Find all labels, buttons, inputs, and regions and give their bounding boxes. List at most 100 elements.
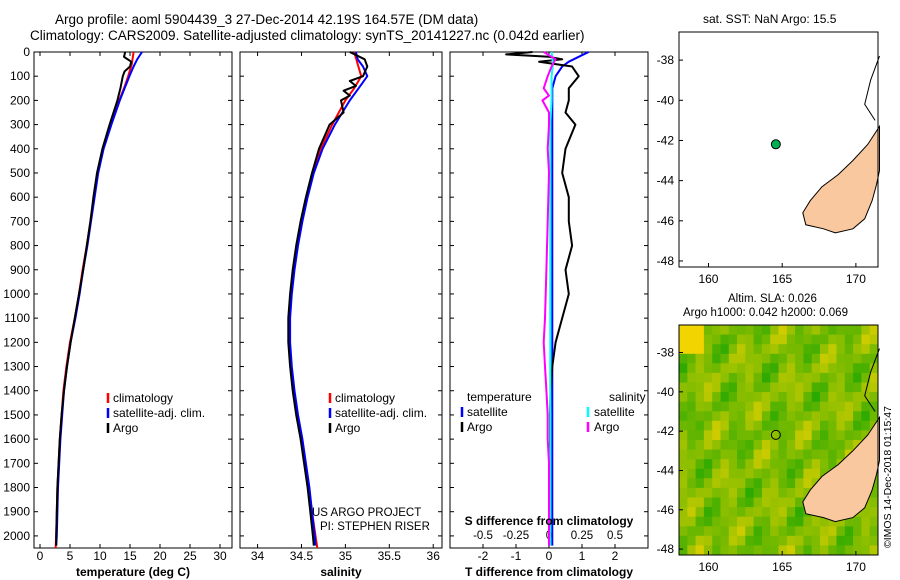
depth-tick-label: 700 [10,214,30,228]
sla-cell [761,401,771,412]
x-tick-label: 30 [213,549,227,563]
sla-cell [770,363,780,374]
s-tick-label: -0.25 [503,530,529,542]
legend-title-salinity: salinity [609,390,646,404]
sla-cell [687,401,697,412]
sla-cell [687,334,697,345]
sla-cell [695,459,705,470]
depth-tick-label: 2000 [3,529,30,543]
sla-cell [737,411,746,422]
sla-cell [786,526,796,537]
sla-cell [703,325,713,336]
sla-cell [679,411,688,422]
sla-cell [820,535,829,546]
sla-cell [853,334,862,345]
sla-cell [695,325,705,336]
sla-cell [778,325,788,336]
sla-cell [828,363,838,374]
sla-cell [861,372,871,384]
sla-cell [737,526,746,537]
s-tick-label: 0.5 [607,530,623,542]
sla-cell [737,363,746,374]
sla-cell [811,392,821,403]
x-tick-label: 1 [579,549,586,563]
sla-cell [820,526,829,537]
sla-cell [687,372,697,384]
sla-cell [728,344,738,355]
sla-cell [770,478,780,489]
legend-label: satellite-adj. clim. [335,406,427,420]
sla-cell [761,535,771,546]
sla-cell [695,411,705,422]
sla-cell [828,516,838,527]
sla-cell [844,392,854,403]
sla-cell [720,497,730,508]
sla-cell [828,344,838,355]
sla-cell [695,507,705,518]
sla-cell [695,497,705,508]
sla-cell [778,392,788,403]
sla-cell [695,468,705,479]
sla-cell [853,382,862,393]
sla-cell [687,526,697,537]
sla-cell [737,468,746,479]
sla-cell [695,526,705,537]
sla-cell [786,420,796,431]
sla-cell [803,372,813,384]
sla-cell [712,353,722,364]
argo-float-marker [770,139,781,150]
sla-cell [687,535,697,546]
map-y-tick-label: -48 [657,254,675,268]
sla-cell [869,353,878,364]
sla-cell [778,401,788,412]
sla-cell [712,392,722,403]
sla-cell [803,420,813,431]
sla-cell [712,535,722,546]
sla-cell [679,440,688,451]
sla-cell [828,449,838,460]
sla-cell [778,430,788,441]
sla-cell [811,449,821,460]
sla-cell [703,526,713,537]
sla-cell [728,372,738,384]
sla-cell [861,430,871,441]
s-tick-label: -0.5 [473,530,493,542]
sla-cell [728,459,738,470]
sla-cell [795,507,804,518]
sla-cell [753,440,763,451]
sla-cell [703,507,713,518]
legend-label: Argo [113,421,139,435]
sla-cell [811,411,821,422]
sla-cell [745,449,755,460]
sla-cell [745,478,755,489]
sla-cell [712,516,722,527]
sla-cell [869,545,878,555]
depth-tick-label: 1100 [4,311,30,325]
sla-cell [836,372,846,384]
sla-cell [786,372,796,384]
sla-cell [778,535,788,546]
series-line-t-satellite [551,51,590,546]
sla-cell [737,392,746,403]
sla-cell [803,468,813,479]
x-tick-label: 10 [93,549,107,563]
sla-cell [853,411,862,422]
coastline-north [864,348,880,412]
map-y-tick-label: -44 [657,463,675,477]
sla-cell [703,459,713,470]
sla-cell [695,344,705,355]
sla-cell [820,353,829,364]
sla-cell [687,430,697,441]
sla-cell [803,430,813,441]
sla-cell [844,440,854,451]
sla-cell [820,440,829,451]
sla-cell [811,430,821,441]
sla-cell [687,459,697,470]
sla-cell [703,545,713,555]
sla-cell [712,411,722,422]
sla-cell [811,526,821,537]
sla-cell [803,392,813,403]
sla-cell [770,430,780,441]
sla-cell [770,449,780,460]
sla-cell [761,344,771,355]
